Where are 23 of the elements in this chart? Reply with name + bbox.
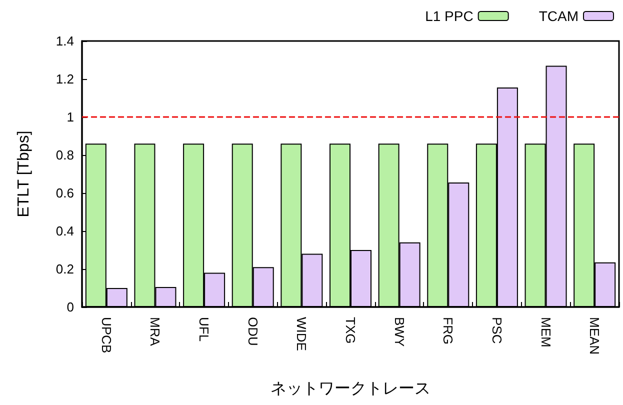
legend-label: L1 PPC — [425, 8, 474, 24]
x-tick-label: ODU — [245, 317, 260, 346]
y-tick-label: 0.4 — [56, 224, 74, 238]
x-tick-label: UPCB — [98, 317, 114, 354]
legend-label: TCAM — [538, 8, 578, 24]
x-tick-label: WIDE — [294, 317, 310, 352]
y-tick-label: 0.8 — [56, 148, 74, 162]
y-tick-label: 1 — [66, 110, 74, 124]
x-axis-title: ネットワークトレース — [270, 380, 430, 398]
y-tick-label: 0.6 — [56, 186, 74, 200]
x-tick-label: TXG — [343, 317, 358, 344]
y-axis-title: ETLT [Tbps] — [16, 130, 32, 218]
x-tick-label: BWY — [392, 317, 407, 347]
y-tick-label: 0.2 — [56, 262, 74, 276]
x-tick-label: MEM — [538, 317, 554, 348]
x-tick-label: PSC — [489, 317, 504, 344]
y-tick-label: 1.2 — [56, 72, 74, 86]
x-tick-label: MEAN — [587, 317, 602, 355]
y-tick-label: 0 — [66, 300, 74, 314]
x-tick-label: FRG — [440, 317, 456, 344]
x-tick-label: UFL — [196, 317, 212, 342]
y-tick-label: 1.4 — [56, 34, 74, 48]
x-tick-label: MRA — [148, 317, 163, 346]
